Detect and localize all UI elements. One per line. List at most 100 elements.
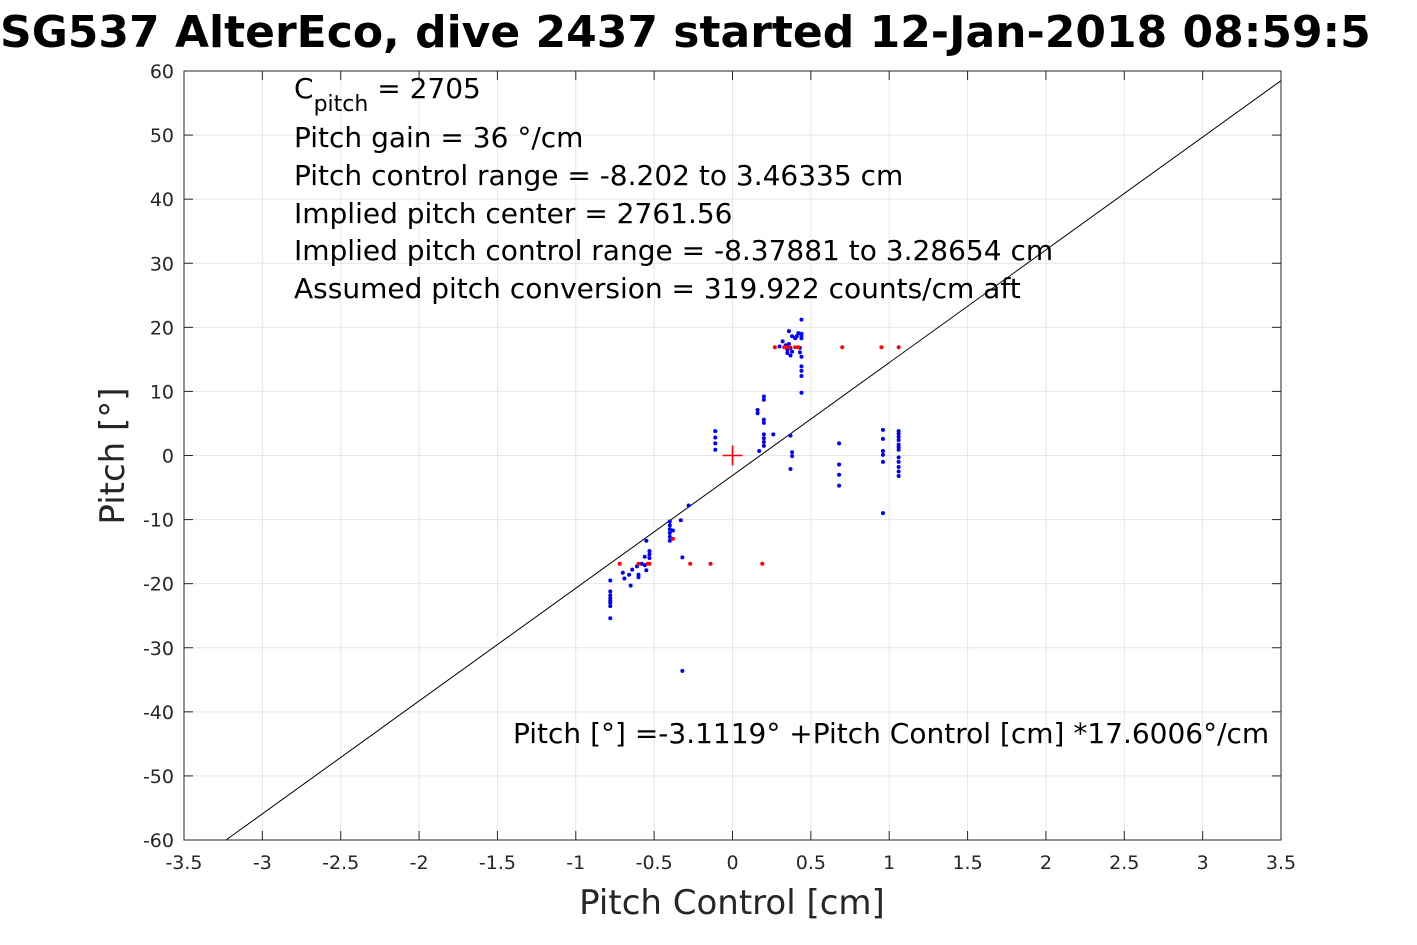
blue-data-point [896, 434, 901, 439]
x-tick-label: -2 [410, 852, 429, 874]
blue-data-point [761, 417, 766, 422]
blue-data-point [647, 552, 652, 557]
red-data-point [793, 345, 798, 350]
blue-data-point [680, 555, 685, 560]
y-tick-label: 0 [162, 446, 174, 468]
x-tick-label: 3 [1197, 852, 1209, 874]
x-tick-label: -0.5 [636, 852, 673, 874]
blue-data-point [896, 459, 901, 464]
y-tick-label: 10 [150, 381, 174, 403]
x-tick-label: 1 [883, 852, 895, 874]
blue-data-point [713, 441, 718, 446]
x-tick-label: 0.5 [796, 852, 826, 874]
blue-data-point [627, 572, 632, 577]
blue-data-point [799, 374, 804, 379]
blue-data-point [608, 600, 613, 605]
blue-data-point [761, 443, 766, 448]
blue-data-point [667, 531, 672, 536]
blue-data-point [667, 527, 672, 532]
blue-data-point [799, 390, 804, 395]
blue-data-point [896, 447, 901, 452]
blue-data-point [755, 408, 760, 413]
blue-data-point [667, 538, 672, 543]
red-data-point [760, 561, 765, 566]
blue-data-point [880, 449, 885, 454]
blue-data-point [644, 568, 649, 573]
center-marker [722, 445, 743, 466]
blue-data-point [788, 433, 793, 438]
blue-data-point [761, 440, 766, 445]
y-axis-label: Pitch [°] [93, 387, 133, 524]
x-tick-label: -1.5 [479, 852, 516, 874]
annotation-pitch-control-range: Pitch control range = -8.202 to 3.46335 … [294, 159, 903, 192]
blue-data-point [896, 469, 901, 474]
y-tick-labels: -60 -50 -40 -30 -20 -10 0 10 20 30 40 50 60 [143, 61, 174, 852]
x-tick-label: 0 [726, 852, 738, 874]
y-tick-label: 20 [150, 317, 174, 339]
blue-data-point [790, 334, 795, 339]
fit-line-layer [225, 80, 1282, 841]
x-axis-label: Pitch Control [cm] [579, 883, 885, 923]
blue-data-point [771, 432, 776, 437]
blue-data-point [788, 466, 793, 471]
blue-data-point [686, 503, 691, 508]
blue-data-point [647, 556, 652, 561]
x-tick-label: 2.5 [1109, 852, 1139, 874]
fit-line [225, 80, 1282, 841]
blue-data-point [757, 449, 762, 454]
blue-data-point [785, 350, 790, 355]
blue-data-point [880, 511, 885, 516]
axis-ticks [183, 70, 1282, 841]
blue-data-point [777, 344, 782, 349]
y-tick-label: 50 [150, 125, 174, 147]
blue-data-point [799, 317, 804, 322]
blue-data-point [788, 353, 793, 358]
blue-data-point [678, 518, 683, 523]
data-points [608, 317, 901, 673]
y-tick-label: -20 [143, 574, 174, 596]
blue-data-point [896, 431, 901, 436]
red-data-point [647, 561, 652, 566]
blue-data-point [790, 450, 795, 455]
chart-title: SG537 AlterEco, dive 2437 started 12-Jan… [0, 7, 1371, 58]
annotation-implied-control-range: Implied pitch control range = -8.37881 t… [294, 234, 1053, 267]
red-data-point [617, 561, 622, 566]
x-tick-label: 2 [1040, 852, 1052, 874]
blue-data-point [790, 454, 795, 459]
red-data-point [772, 345, 777, 350]
blue-data-point [713, 447, 718, 452]
blue-data-point [799, 354, 804, 359]
y-tick-label: -10 [143, 510, 174, 532]
annotation-implied-pitch-center: Implied pitch center = 2761.56 [294, 197, 732, 230]
blue-data-point [642, 554, 647, 559]
c-pitch-value: = 2705 [368, 72, 481, 105]
blue-data-point [608, 604, 613, 609]
blue-data-point [896, 455, 901, 460]
x-tick-label: -2.5 [322, 852, 359, 874]
x-tick-label: 3.5 [1266, 852, 1296, 874]
blue-data-point [670, 528, 675, 533]
red-data-point [636, 561, 641, 566]
blue-data-point [786, 329, 791, 334]
y-tick-label: -30 [143, 638, 174, 660]
red-data-point [688, 561, 693, 566]
blue-data-point [667, 523, 672, 528]
blue-data-point [620, 570, 625, 575]
blue-data-point [880, 459, 885, 464]
blue-data-point [896, 438, 901, 443]
blue-data-point [680, 668, 685, 673]
x-tick-label: 1.5 [952, 852, 982, 874]
blue-data-point [837, 441, 842, 446]
blue-data-point [880, 452, 885, 457]
blue-data-point [837, 483, 842, 488]
blue-data-point [761, 394, 766, 399]
blue-data-point [628, 583, 633, 588]
blue-data-point [713, 435, 718, 440]
blue-data-point [761, 397, 766, 402]
blue-data-point [799, 333, 804, 338]
blue-data-point [837, 462, 842, 467]
blue-data-point [896, 474, 901, 479]
red-data-point [796, 345, 801, 350]
blue-data-point [636, 575, 641, 580]
